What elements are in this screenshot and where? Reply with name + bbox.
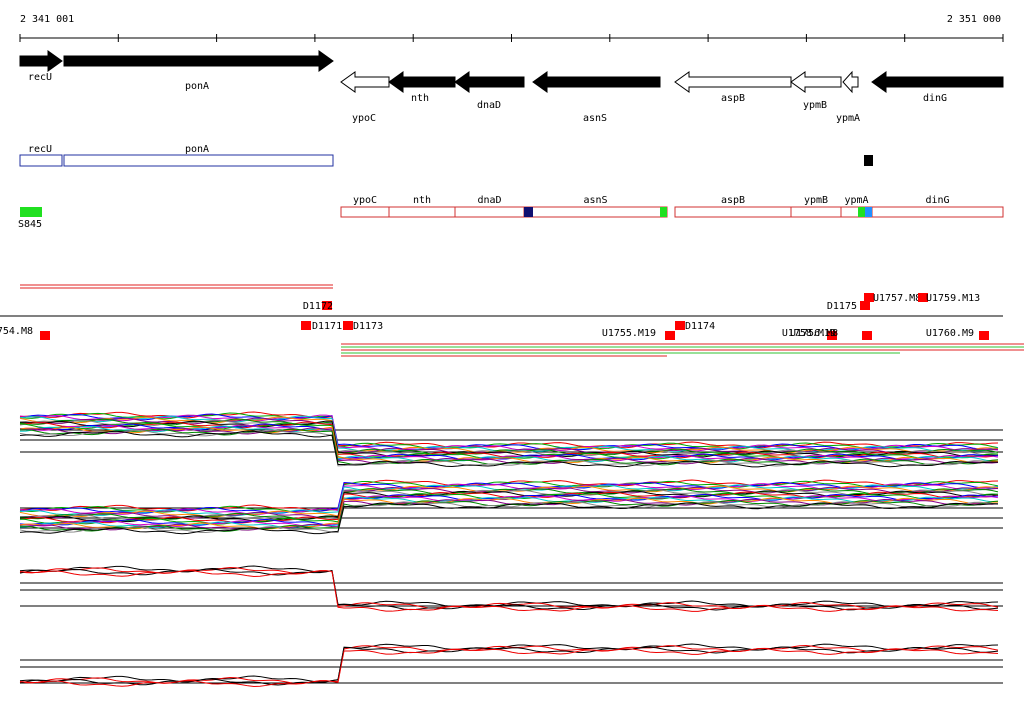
expression-line: [19, 565, 999, 608]
expression-line: [19, 492, 999, 525]
probe-box: [301, 321, 311, 330]
gene-arrow: [63, 50, 334, 72]
gene-label: asnS: [583, 113, 607, 124]
start-coordinate: 2 341 001: [20, 14, 74, 25]
operon-label: dinG: [925, 195, 949, 206]
expression-line: [19, 501, 999, 534]
site-label: S845: [18, 219, 42, 230]
operon-label: asnS: [583, 195, 607, 206]
gene-arrow: [340, 71, 390, 93]
probe-box: [40, 331, 50, 340]
expression-line: [19, 646, 999, 686]
operon-box: [19, 154, 63, 167]
operon-box: [340, 206, 390, 218]
probe-box: [860, 301, 870, 310]
probe-box: [862, 331, 872, 340]
operon-label: ypoC: [353, 195, 377, 206]
expression-line: [19, 429, 999, 467]
gene-arrow: [674, 71, 792, 93]
gene-label: dnaD: [477, 100, 501, 111]
gene-label: ponA: [185, 81, 209, 92]
gene-label: nth: [411, 93, 429, 104]
expression-line: [19, 567, 999, 609]
expression-line: [19, 481, 999, 514]
operon-label: ypmB: [804, 195, 828, 206]
probe-label: U1754.M8: [0, 326, 33, 337]
gene-arrow: [532, 71, 661, 93]
expression-line: [19, 502, 999, 535]
expression-line: [19, 424, 999, 462]
gene-label: ypmA: [836, 113, 860, 124]
expression-line: [19, 648, 999, 687]
gene-label: ypoC: [352, 113, 376, 124]
probe-label: D1174: [685, 321, 715, 332]
probe-label: D1172: [303, 301, 333, 312]
gene-label: aspB: [721, 93, 745, 104]
operon-box: [63, 154, 334, 167]
probe-label: U1756.M8: [790, 328, 838, 339]
expression-line: [19, 570, 999, 612]
expression-panels: [19, 411, 1003, 687]
operon-box: [523, 206, 668, 218]
site-box: [858, 207, 865, 217]
expression-line: [19, 643, 999, 683]
probe-box: [827, 331, 837, 340]
probe-box: [665, 331, 675, 340]
gene-arrow: [388, 71, 456, 93]
site-box: [524, 207, 533, 217]
operon-label: ponA: [185, 144, 209, 155]
expression-line: [19, 414, 999, 452]
feature-tracks: [0, 284, 1024, 357]
site-box: [865, 207, 872, 217]
site-box: [20, 207, 42, 217]
probe-label: U1760.M9: [926, 328, 974, 339]
probe-label: D1173: [353, 321, 383, 332]
marker: [864, 155, 873, 166]
operon-label: aspB: [721, 195, 745, 206]
probe-box: [864, 293, 874, 302]
operon-box: [871, 206, 1004, 218]
gene-label: ypmB: [803, 100, 827, 111]
gene-arrow: [790, 71, 842, 93]
operon-box: [674, 206, 792, 218]
expression-line: [19, 422, 999, 460]
probe-label: U1759.M13: [926, 293, 980, 304]
probe-box: [918, 293, 928, 302]
expression-line: [19, 568, 999, 611]
probe-box: [322, 301, 332, 310]
probe-label: U1757.M8: [873, 293, 921, 304]
expression-line: [19, 430, 999, 468]
probe-label: D1175: [827, 301, 857, 312]
site-box: [660, 207, 667, 217]
gene-track: recU ponA ypoC nth dnaD asnS aspB ypmB ypmA dinG: [19, 50, 1004, 124]
gene-arrow: [871, 71, 1004, 93]
operon-box: [388, 206, 456, 218]
operon-box: [454, 206, 525, 218]
gene-label: dinG: [923, 93, 947, 104]
end-coordinate: 2 351 000: [947, 14, 1001, 25]
gene-label: recU: [28, 72, 52, 83]
operon-label: recU: [28, 144, 52, 155]
gene-arrow: [454, 71, 525, 93]
operon-label: dnaD: [477, 195, 501, 206]
probe-track: D1172 D1171 D1173 U1755.M19 D1174 D1175 U1757.…: [0, 293, 989, 340]
probe-box: [979, 331, 989, 340]
expression-line: [19, 495, 999, 528]
gene-arrow: [19, 50, 63, 72]
operon-box: [790, 206, 842, 218]
expression-line: [19, 498, 999, 531]
probe-box: [343, 321, 353, 330]
probe-box: [675, 321, 685, 330]
probe-label: D1171: [312, 321, 342, 332]
operon-label: ypmA: [844, 195, 868, 206]
probe-label: U1758.M19: [782, 328, 836, 339]
probe-label: U1755.M19: [602, 328, 656, 339]
gene-arrow: [842, 70, 859, 94]
operon-track: recU ponA S845 ypoC nth dnaD asnS aspB ypmB ypmA d…: [18, 144, 1004, 230]
ruler: [19, 34, 1004, 42]
operon-label: nth: [413, 195, 431, 206]
